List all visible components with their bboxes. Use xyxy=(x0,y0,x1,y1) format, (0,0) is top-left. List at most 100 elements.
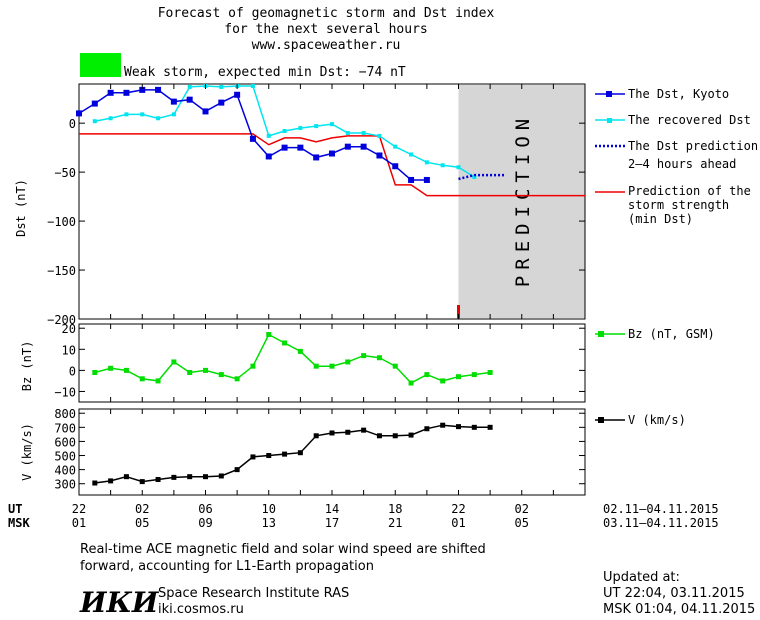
v-y-tick-label: 400 xyxy=(54,464,76,478)
prediction-band xyxy=(458,85,585,318)
msk-tick-label: 01 xyxy=(72,516,86,530)
v-point xyxy=(329,430,335,436)
v-point xyxy=(266,453,272,459)
v-point xyxy=(218,473,224,479)
updated-label: Updated at: xyxy=(603,570,680,585)
v-point xyxy=(313,433,319,439)
kyoto-dst-point xyxy=(123,89,130,96)
updated-ut: UT 22:04, 03.11.2015 xyxy=(603,586,745,601)
dst-plot xyxy=(76,83,585,319)
v-point xyxy=(297,450,303,456)
recovered-dst-point xyxy=(409,152,414,157)
legend-dst-recovered-label: The recovered Dst xyxy=(628,113,751,127)
recovered-dst-point xyxy=(282,129,287,133)
v-point xyxy=(471,424,477,430)
dst-prediction-line xyxy=(458,173,506,181)
storm-strength-line xyxy=(79,133,585,197)
institute-site: iki.cosmos.ru xyxy=(158,602,244,617)
ut-tick-label: 14 xyxy=(325,502,339,516)
kyoto-dst-point xyxy=(249,135,256,142)
v-point xyxy=(376,433,382,439)
recovered-dst-point xyxy=(314,124,319,129)
dst-y-tick-label: −200 xyxy=(47,313,76,327)
v-point xyxy=(408,432,414,438)
dst-axis-label: Dst (nT) xyxy=(14,179,28,237)
recovered-dst-point xyxy=(187,84,192,89)
recovered-dst-point xyxy=(361,130,366,135)
recovered-dst-point xyxy=(440,163,445,168)
bz-panel-frame xyxy=(78,323,586,403)
bz-plot xyxy=(92,332,493,386)
kyoto-dst-point xyxy=(186,96,193,103)
msk-tick-label: 05 xyxy=(135,516,149,530)
bz-point xyxy=(250,363,256,369)
kyoto-dst-point xyxy=(170,98,177,105)
recovered-dst-point xyxy=(250,83,255,88)
bz-point xyxy=(92,369,98,375)
bz-point xyxy=(108,365,114,371)
v-point xyxy=(123,474,129,480)
recovered-dst-point xyxy=(330,122,334,127)
bz-point xyxy=(487,369,493,375)
v-point xyxy=(250,454,256,460)
recovered-dst-point xyxy=(92,119,97,124)
v-axis-label: V (km/s) xyxy=(20,423,34,481)
v-plot xyxy=(92,422,493,486)
bz-point xyxy=(218,372,224,378)
legend-dst-recovered: The recovered Dst xyxy=(595,113,751,127)
bz-point xyxy=(471,372,477,378)
legend-storm-strength-line1: Prediction of the xyxy=(628,184,751,198)
kyoto-dst-point xyxy=(408,176,415,183)
bz-point xyxy=(234,376,240,382)
v-y-tick-label: 300 xyxy=(54,478,76,492)
v-point xyxy=(108,478,114,484)
kyoto-dst-point xyxy=(329,150,335,157)
ut-date-range: 02.11–04.11.2015 xyxy=(603,502,719,516)
legend-dst-prediction-line2: 2–4 hours ahead xyxy=(628,157,736,171)
bz-point xyxy=(408,380,414,386)
ut-tick-label: 18 xyxy=(388,502,402,516)
msk-row-label: MSK xyxy=(8,516,30,530)
bz-point xyxy=(187,369,193,375)
iki-logo: ИКИ xyxy=(79,586,160,619)
v-point xyxy=(171,474,177,480)
legend-bz-label: Bz (nT, GSM) xyxy=(628,327,715,341)
bz-point xyxy=(361,353,367,359)
bz-axis-label: Bz (nT) xyxy=(20,341,34,392)
v-point xyxy=(187,474,193,480)
storm-status-label: Weak storm, expected min Dst: −74 nT xyxy=(124,65,406,80)
recovered-dst-point xyxy=(219,84,224,89)
v-point xyxy=(139,479,145,485)
v-point xyxy=(392,433,398,439)
recovered-dst-point xyxy=(266,133,271,138)
v-point xyxy=(203,474,208,480)
msk-tick-label: 21 xyxy=(388,516,402,530)
v-y-tick-label: 800 xyxy=(54,407,76,421)
kyoto-dst-point xyxy=(344,143,351,150)
ut-tick-label: 22 xyxy=(72,502,86,516)
v-point xyxy=(345,429,351,435)
kyoto-dst-point xyxy=(234,91,241,98)
kyoto-dst-point xyxy=(297,144,304,151)
bz-point xyxy=(424,372,430,378)
v-panel-frame xyxy=(78,408,586,496)
legend-dst-kyoto-label: The Dst, Kyoto xyxy=(628,87,729,101)
kyoto-dst-point xyxy=(218,99,225,106)
kyoto-dst-point xyxy=(392,163,399,170)
legend-dst-prediction-line1: The Dst prediction xyxy=(628,139,758,153)
bz-point xyxy=(139,376,145,382)
kyoto-dst-point xyxy=(202,108,209,115)
v-point xyxy=(424,426,430,432)
legend-v-label: V (km/s) xyxy=(628,413,686,427)
recovered-dst-point xyxy=(377,133,382,138)
msk-date-range: 03.11–04.11.2015 xyxy=(603,516,719,530)
ut-tick-label: 02 xyxy=(515,502,529,516)
bz-point xyxy=(155,378,161,384)
bz-y-tick-label: −10 xyxy=(54,385,76,399)
v-point xyxy=(234,467,240,473)
kyoto-dst-point xyxy=(423,176,430,183)
kyoto-dst-point xyxy=(281,144,288,151)
bz-line xyxy=(94,333,491,384)
updated-msk: MSK 01:04, 04.11.2015 xyxy=(603,602,755,617)
